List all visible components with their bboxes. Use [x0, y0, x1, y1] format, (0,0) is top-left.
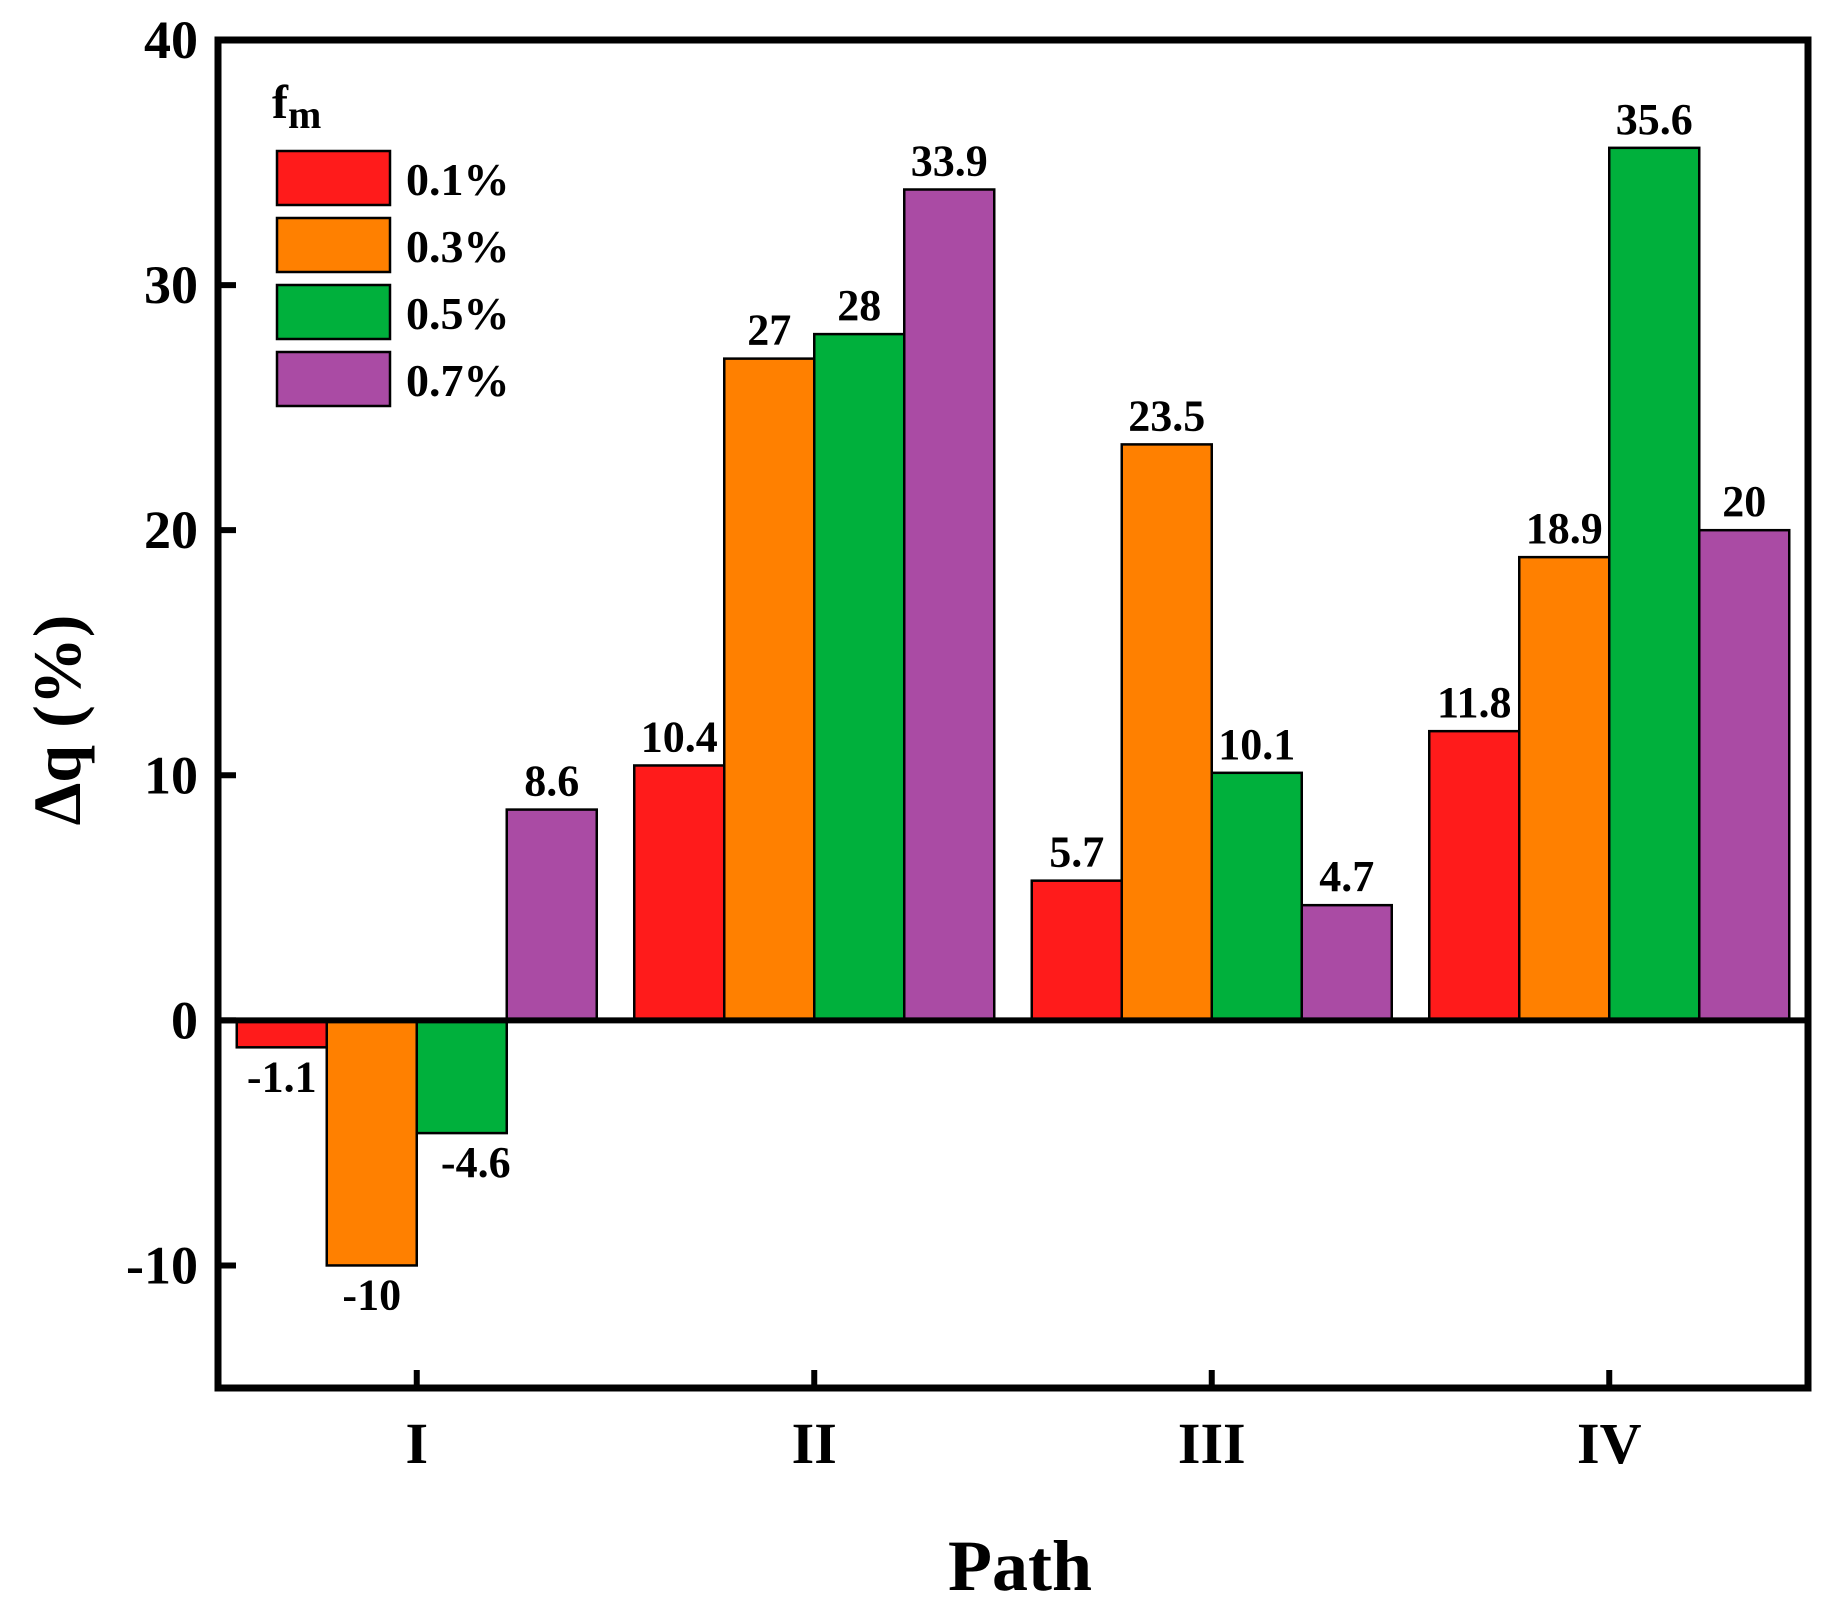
legend-title: fm	[272, 76, 321, 137]
bar-IV-0.7%	[1698, 528, 1791, 1022]
legend-swatch-0.7%	[275, 350, 392, 408]
legend-swatch-0.3%	[275, 216, 392, 274]
bar-I-0.7%	[505, 808, 598, 1022]
plot-frame-layer	[214, 36, 1812, 1392]
legend-swatch-0.1%	[275, 149, 392, 207]
data-label-IV-0.1%: 11.8	[1437, 678, 1512, 727]
data-label-II-0.1%: 10.4	[641, 712, 718, 761]
legend-label-0.1%: 0.1%	[406, 154, 510, 205]
bars-layer	[235, 146, 1791, 1267]
data-label-II-0.5%: 28	[837, 281, 881, 330]
bar-II-0.7%	[903, 188, 996, 1022]
bar-I-0.1%	[235, 1019, 328, 1049]
data-label-III-0.7%: 4.7	[1319, 852, 1374, 901]
legend: fm 0.1% 0.3% 0.5% 0.7%	[272, 76, 510, 408]
plot-frame	[214, 36, 1812, 1392]
data-label-I-0.1%: -1.1	[247, 1052, 317, 1101]
bar-I-0.3%	[325, 1019, 418, 1267]
data-label-III-0.3%: 23.5	[1128, 391, 1205, 440]
legend-label-0.7%: 0.7%	[406, 355, 510, 406]
legend-label-0.5%: 0.5%	[406, 288, 510, 339]
data-label-III-0.1%: 5.7	[1049, 828, 1104, 877]
data-label-I-0.7%: 8.6	[524, 757, 579, 806]
x-tick-label-III: III	[1178, 1411, 1246, 1476]
legend-label-0.3%: 0.3%	[406, 221, 510, 272]
y-tick-label: -10	[126, 1235, 198, 1295]
data-labels-layer: -1.1 -10 -4.6 8.6 10.4 27 28 33.9 5.7 23.5 10.1 4.7…	[247, 95, 1766, 1320]
bar-III-0.5%	[1210, 771, 1303, 1022]
bar-IV-0.3%	[1518, 555, 1611, 1022]
x-tick-label-IV: IV	[1577, 1411, 1642, 1476]
data-label-I-0.5%: -4.6	[441, 1138, 511, 1187]
y-tick-label: 10	[144, 745, 198, 805]
y-tick-label: 20	[144, 500, 198, 560]
data-label-II-0.3%: 27	[747, 306, 791, 355]
bar-IV-0.5%	[1608, 146, 1701, 1022]
data-label-IV-0.3%: 18.9	[1526, 504, 1603, 553]
legend-swatch-0.5%	[275, 283, 392, 341]
bar-I-0.5%	[415, 1019, 508, 1135]
bar-II-0.3%	[723, 357, 816, 1022]
y-axis-title: Δq (%)	[19, 615, 95, 826]
x-tick-label-II: II	[792, 1411, 837, 1476]
x-tick-label-I: I	[405, 1411, 428, 1476]
y-tick-label: 40	[144, 10, 198, 70]
data-label-IV-0.7%: 20	[1722, 477, 1766, 526]
y-tick-label: 30	[144, 255, 198, 315]
bar-II-0.1%	[633, 764, 726, 1022]
bar-IV-0.1%	[1428, 729, 1521, 1022]
bar-III-0.1%	[1030, 879, 1123, 1022]
data-label-II-0.7%: 33.9	[911, 137, 988, 186]
bar-III-0.7%	[1300, 903, 1393, 1022]
data-label-I-0.3%: -10	[342, 1270, 401, 1319]
y-tick-label: 0	[171, 990, 198, 1050]
bar-III-0.3%	[1120, 443, 1213, 1022]
bar-II-0.5%	[813, 332, 906, 1022]
data-label-IV-0.5%: 35.6	[1616, 95, 1693, 144]
data-label-III-0.5%: 10.1	[1218, 720, 1295, 769]
x-axis-title: Path	[948, 1526, 1092, 1606]
